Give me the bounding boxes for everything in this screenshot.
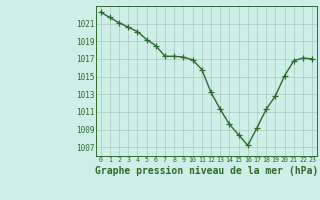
X-axis label: Graphe pression niveau de la mer (hPa): Graphe pression niveau de la mer (hPa)	[95, 166, 318, 176]
